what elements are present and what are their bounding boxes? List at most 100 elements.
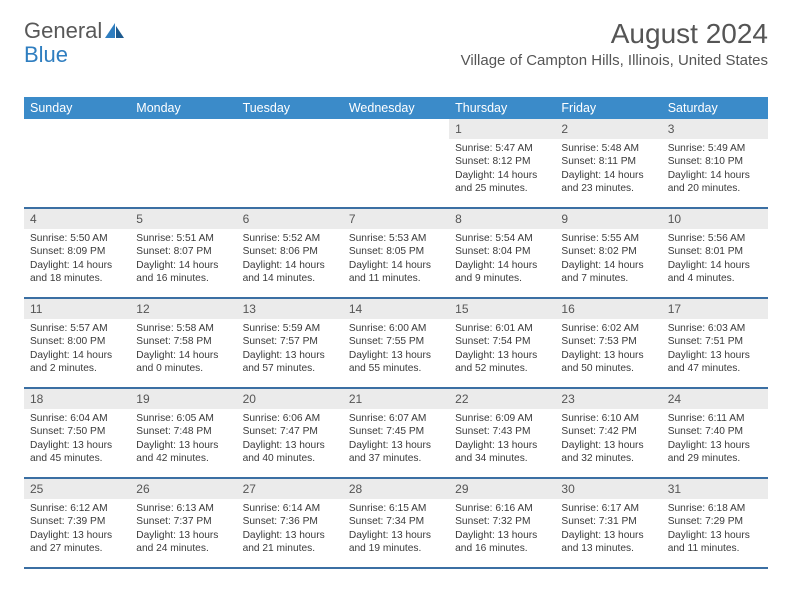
daylight-text: Daylight: 14 hours and 23 minutes. [561,169,655,196]
sunrise-text: Sunrise: 6:09 AM [455,412,549,425]
sunset-text: Sunset: 7:54 PM [455,335,549,348]
day-cell: 23Sunrise: 6:10 AMSunset: 7:42 PMDayligh… [555,389,661,477]
daylight-text: Daylight: 13 hours and 34 minutes. [455,439,549,466]
sunset-text: Sunset: 7:37 PM [136,515,230,528]
day-number: 4 [24,209,130,229]
daylight-text: Daylight: 13 hours and 52 minutes. [455,349,549,376]
day-number: 15 [449,299,555,319]
daylight-text: Daylight: 13 hours and 11 minutes. [668,529,762,556]
day-number: 20 [237,389,343,409]
daylight-text: Daylight: 13 hours and 55 minutes. [349,349,443,376]
day-number: 5 [130,209,236,229]
day-cell: 13Sunrise: 5:59 AMSunset: 7:57 PMDayligh… [237,299,343,387]
sunrise-text: Sunrise: 6:02 AM [561,322,655,335]
day-cell: 24 Sunrise: 6:11 AMSunset: 7:40 PMDayligh… [662,389,768,477]
daylight-text: Daylight: 13 hours and 40 minutes. [243,439,337,466]
sunset-text: Sunset: 8:07 PM [136,245,230,258]
sunrise-text: Sunrise: 5:58 AM [136,322,230,335]
empty-cell [237,119,343,207]
week-row: 11Sunrise: 5:57 AMSunset: 8:00 PMDayligh… [24,299,768,389]
sunset-text: Sunset: 8:06 PM [243,245,337,258]
daylight-text: Daylight: 14 hours and 9 minutes. [455,259,549,286]
day-number: 1 [449,119,555,139]
week-row: 18Sunrise: 6:04 AMSunset: 7:50 PMDayligh… [24,389,768,479]
day-cell: 7Sunrise: 5:53 AMSunset: 8:05 PMDaylight… [343,209,449,297]
daylight-text: Daylight: 13 hours and 37 minutes. [349,439,443,466]
title-block: August 2024 Village of Campton Hills, Il… [461,18,768,69]
day-number: 19 [130,389,236,409]
daylight-text: Daylight: 13 hours and 57 minutes. [243,349,337,376]
daylight-text: Daylight: 14 hours and 18 minutes. [30,259,124,286]
sunrise-text: Sunrise: 6:16 AM [455,502,549,515]
day-number: 10 [662,209,768,229]
day-details: Sunrise: 5:59 AMSunset: 7:57 PMDaylight:… [237,319,343,379]
day-header-friday: Friday [555,97,661,119]
empty-cell [130,119,236,207]
daylight-text: Daylight: 13 hours and 24 minutes. [136,529,230,556]
sunrise-text: Sunrise: 5:49 AM [668,142,762,155]
day-details: Sunrise: 6:10 AMSunset: 7:42 PMDaylight:… [555,409,661,469]
day-details: Sunrise: 5:49 AMSunset: 8:10 PMDaylight:… [662,139,768,199]
sunset-text: Sunset: 8:01 PM [668,245,762,258]
day-header-tuesday: Tuesday [237,97,343,119]
day-number: 2 [555,119,661,139]
day-number: 24 [662,389,768,409]
sunset-text: Sunset: 7:29 PM [668,515,762,528]
week-row: 4Sunrise: 5:50 AMSunset: 8:09 PMDaylight… [24,209,768,299]
sunrise-text: Sunrise: 6:11 AM [668,412,762,425]
sunrise-text: Sunrise: 5:55 AM [561,232,655,245]
sunset-text: Sunset: 8:11 PM [561,155,655,168]
sunrise-text: Sunrise: 6:14 AM [243,502,337,515]
day-cell: 1Sunrise: 5:47 AMSunset: 8:12 PMDaylight… [449,119,555,207]
day-cell: 27 Sunrise: 6:14 AMSunset: 7:36 PMDayligh… [237,479,343,567]
daylight-text: Daylight: 14 hours and 0 minutes. [136,349,230,376]
day-details: Sunrise: 6:06 AMSunset: 7:47 PMDaylight:… [237,409,343,469]
sunset-text: Sunset: 8:02 PM [561,245,655,258]
day-details: Sunrise: 6:07 AMSunset: 7:45 PMDaylight:… [343,409,449,469]
logo-text-blue: Blue [24,42,68,67]
weeks-container: 1Sunrise: 5:47 AMSunset: 8:12 PMDaylight… [24,119,768,569]
day-details: Sunrise: 5:52 AMSunset: 8:06 PMDaylight:… [237,229,343,289]
sunset-text: Sunset: 7:43 PM [455,425,549,438]
sunrise-text: Sunrise: 5:59 AM [243,322,337,335]
daylight-text: Daylight: 13 hours and 29 minutes. [668,439,762,466]
sunset-text: Sunset: 8:09 PM [30,245,124,258]
daylight-text: Daylight: 13 hours and 50 minutes. [561,349,655,376]
sunset-text: Sunset: 7:36 PM [243,515,337,528]
day-cell: 11Sunrise: 5:57 AMSunset: 8:00 PMDayligh… [24,299,130,387]
day-cell: 8Sunrise: 5:54 AMSunset: 8:04 PMDaylight… [449,209,555,297]
sunset-text: Sunset: 7:40 PM [668,425,762,438]
sunrise-text: Sunrise: 5:56 AM [668,232,762,245]
day-details: Sunrise: 6:12 AMSunset: 7:39 PMDaylight:… [24,499,130,559]
sunset-text: Sunset: 7:57 PM [243,335,337,348]
day-cell: 2Sunrise: 5:48 AMSunset: 8:11 PMDaylight… [555,119,661,207]
header: General August 2024 Village of Campton H… [24,18,768,69]
daylight-text: Daylight: 13 hours and 21 minutes. [243,529,337,556]
empty-cell [24,119,130,207]
sunrise-text: Sunrise: 6:15 AM [349,502,443,515]
day-number: 9 [555,209,661,229]
day-cell: 6Sunrise: 5:52 AMSunset: 8:06 PMDaylight… [237,209,343,297]
day-cell: 3Sunrise: 5:49 AMSunset: 8:10 PMDaylight… [662,119,768,207]
sunrise-text: Sunrise: 6:06 AM [243,412,337,425]
day-number: 13 [237,299,343,319]
day-details: Sunrise: 5:48 AMSunset: 8:11 PMDaylight:… [555,139,661,199]
day-cell: 9 Sunrise: 5:55 AMSunset: 8:02 PMDaylight… [555,209,661,297]
sunrise-text: Sunrise: 5:50 AM [30,232,124,245]
month-title: August 2024 [461,18,768,50]
day-details: Sunrise: 6:16 AMSunset: 7:32 PMDaylight:… [449,499,555,559]
day-details: Sunrise: 6:18 AMSunset: 7:29 PMDaylight:… [662,499,768,559]
day-number: 29 [449,479,555,499]
daylight-text: Daylight: 14 hours and 7 minutes. [561,259,655,286]
sunset-text: Sunset: 8:00 PM [30,335,124,348]
sunset-text: Sunset: 8:04 PM [455,245,549,258]
day-number: 11 [24,299,130,319]
day-details: Sunrise: 6:05 AMSunset: 7:48 PMDaylight:… [130,409,236,469]
day-number: 27 [237,479,343,499]
sunset-text: Sunset: 8:05 PM [349,245,443,258]
daylight-text: Daylight: 13 hours and 32 minutes. [561,439,655,466]
day-number: 18 [24,389,130,409]
day-cell: 18Sunrise: 6:04 AMSunset: 7:50 PMDayligh… [24,389,130,477]
daylight-text: Daylight: 13 hours and 27 minutes. [30,529,124,556]
sunrise-text: Sunrise: 5:52 AM [243,232,337,245]
